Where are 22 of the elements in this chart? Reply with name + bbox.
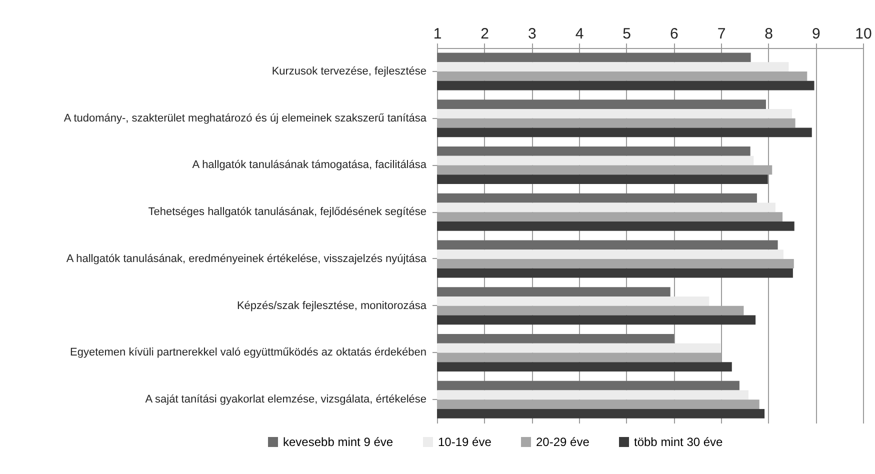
y-tick-label: Egyetemen kívüli partnerekkel való együttműködés az oktatás érdekében bbox=[70, 346, 426, 359]
y-tick-label: A hallgatók tanulásának, eredményeinek értékelése, visszajelzés nyújtása bbox=[66, 252, 428, 265]
x-tick-label: 9 bbox=[812, 26, 820, 42]
y-tick-label: A tudomány-, szakterület meghatározó és új elemeinek szakszerű tanítása bbox=[64, 112, 428, 124]
x-tick-label: 2 bbox=[480, 26, 490, 42]
y-tick-label: Képzés/szak fejlesztése, monitorozása bbox=[236, 300, 428, 312]
x-tick-label: 8 bbox=[764, 26, 774, 42]
y-tick-label: Tehetséges hallgatók tanulásának, fejlődésének segítése bbox=[148, 206, 426, 218]
x-tick-label: 7 bbox=[717, 26, 726, 42]
x-tick-label: 10 bbox=[855, 26, 872, 42]
x-tick-label: 5 bbox=[622, 26, 632, 42]
y-tick-label: Kurzusok tervezése, fejlesztése bbox=[272, 65, 426, 78]
legend-label: 10-19 éve bbox=[438, 435, 492, 449]
legend-label: több mint 30 éve bbox=[634, 435, 724, 449]
legend-label: 20-29 éve bbox=[536, 435, 590, 449]
x-tick-label: 3 bbox=[528, 26, 536, 42]
y-tick-label: A hallgatók tanulásának támogatása, facilitálása bbox=[192, 159, 428, 172]
legend-label: kevesebb mint 9 éve bbox=[283, 435, 394, 449]
x-tick-label: 1 bbox=[433, 26, 442, 42]
y-tick-label: A saját tanítási gyakorlat elemzése, vizsgálata, értékelése bbox=[145, 394, 426, 406]
x-tick-label: 6 bbox=[670, 26, 678, 42]
x-tick-label: 4 bbox=[575, 26, 584, 42]
